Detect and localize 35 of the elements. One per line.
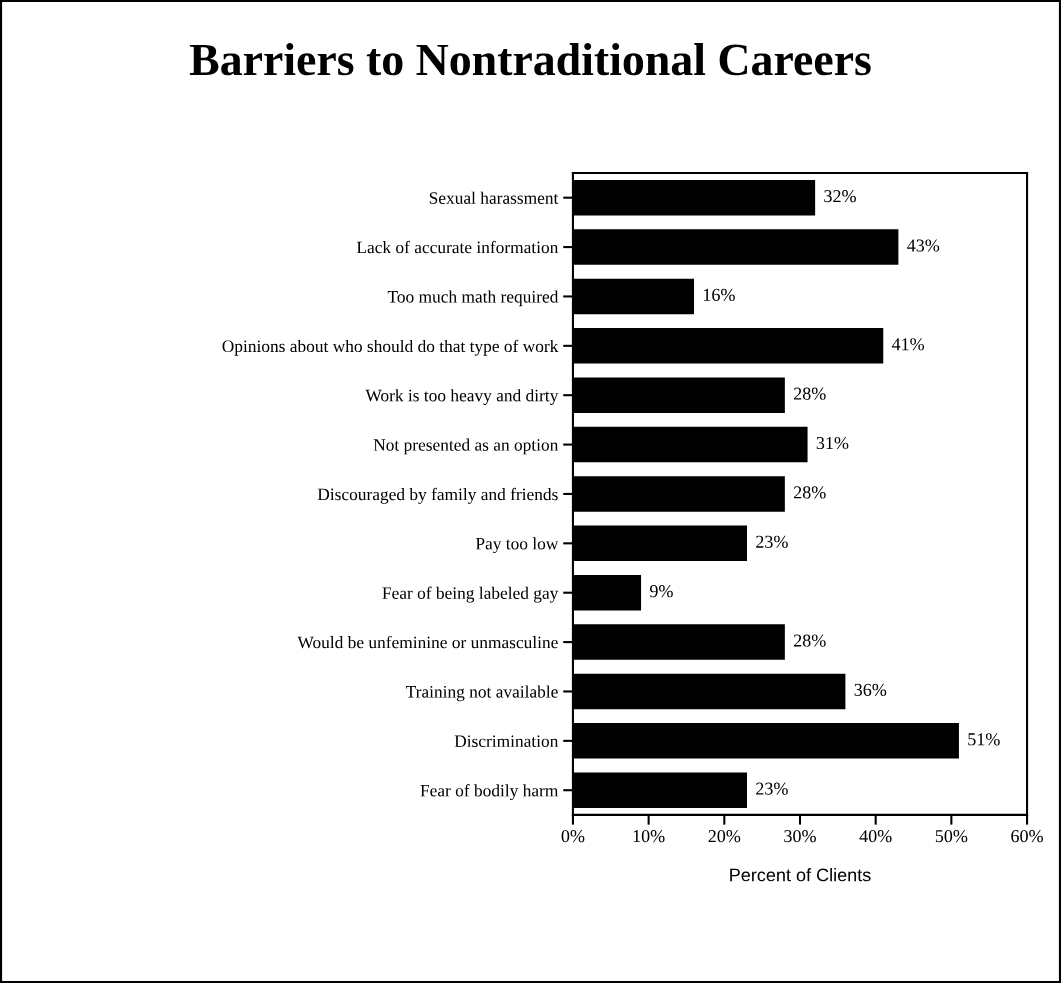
- data-label: 28%: [793, 634, 826, 647]
- y-tick-label: Discrimination: [454, 735, 559, 748]
- y-tick-label: Opinions about who should do that type of work: [222, 339, 559, 356]
- y-tick-label: Too much math required: [387, 290, 559, 307]
- data-label: 16%: [703, 288, 735, 302]
- y-tick-label: Fear of being labeled gay: [382, 586, 559, 603]
- y-tick-label: Fear of bodily harm: [420, 784, 559, 801]
- data-label: 28%: [793, 486, 826, 499]
- x-tick-label: 60%: [1011, 830, 1043, 843]
- y-tick-label: Not presented as an option: [373, 438, 559, 455]
- data-label: 23%: [756, 782, 788, 795]
- x-tick-label: 10%: [633, 830, 665, 843]
- data-label: 28%: [793, 387, 826, 400]
- x-tick-label: 0%: [561, 830, 585, 843]
- x-axis-title: Percent of Clients: [730, 868, 871, 882]
- y-tick-label: Lack of accurate information: [356, 240, 559, 254]
- data-label: 51%: [968, 733, 1000, 746]
- y-tick-label: Discouraged by family and friends: [317, 487, 558, 504]
- y-tick-label: Would be unfeminine or unmasculine: [297, 635, 558, 649]
- chart-title: Barriers to Nontraditional Careers: [189, 43, 871, 76]
- y-tick-label: Work is too heavy and dirty: [365, 389, 559, 405]
- y-tick-label: Training not available: [405, 685, 558, 702]
- x-tick-label: 40%: [859, 830, 892, 843]
- y-tick-label: Sexual harassment: [429, 191, 559, 204]
- data-label: 23%: [756, 535, 788, 548]
- data-label: 43%: [907, 239, 940, 252]
- x-tick-label: 20%: [708, 830, 741, 843]
- data-label: 36%: [854, 683, 887, 697]
- y-tick-label: Pay too low: [475, 537, 559, 554]
- x-tick-label: 50%: [935, 830, 968, 843]
- data-label: 31%: [816, 436, 849, 450]
- data-label: 32%: [824, 190, 856, 203]
- x-tick-label: 30%: [784, 830, 816, 843]
- data-label: 41%: [891, 338, 925, 351]
- data-label: 9%: [649, 585, 673, 598]
